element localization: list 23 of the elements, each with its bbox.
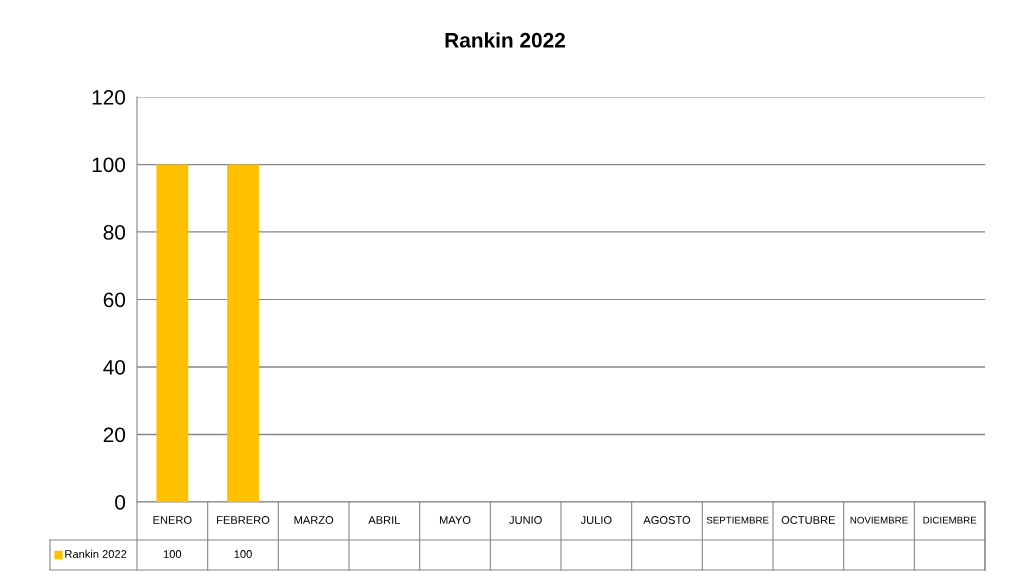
x-tick-label: ENERO	[153, 516, 192, 524]
legend-label: Rankin 2022	[65, 549, 127, 558]
x-tick-label: JUNIO	[509, 516, 542, 524]
y-tick-label: 120	[92, 90, 126, 105]
x-tick-label: MARZO	[294, 516, 334, 524]
x-tick-label: ABRIL	[368, 516, 401, 524]
x-tick-label: OCTUBRE	[781, 516, 836, 524]
x-tick-label: JULIO	[580, 516, 612, 524]
y-tick-label: 40	[103, 360, 126, 375]
y-tick-label: 20	[103, 427, 126, 443]
x-tick-label: NOVIEMBRE	[850, 516, 908, 524]
chart-title: Rankin 2022	[445, 32, 565, 48]
y-tick-label: 60	[103, 292, 126, 308]
data-label: 100	[234, 550, 252, 558]
x-tick-label: DICIEMBRE	[923, 516, 977, 524]
x-tick-label: SEPTIEMBRE	[706, 516, 769, 524]
y-tick-label: 0	[115, 495, 126, 510]
x-tick-label: MAYO	[439, 516, 471, 524]
x-tick-label: AGOSTO	[643, 516, 691, 524]
data-label: 100	[163, 550, 182, 558]
y-tick-label: 100	[92, 157, 126, 173]
x-tick-label: FEBRERO	[217, 516, 270, 524]
y-tick-label: 80	[103, 225, 126, 240]
